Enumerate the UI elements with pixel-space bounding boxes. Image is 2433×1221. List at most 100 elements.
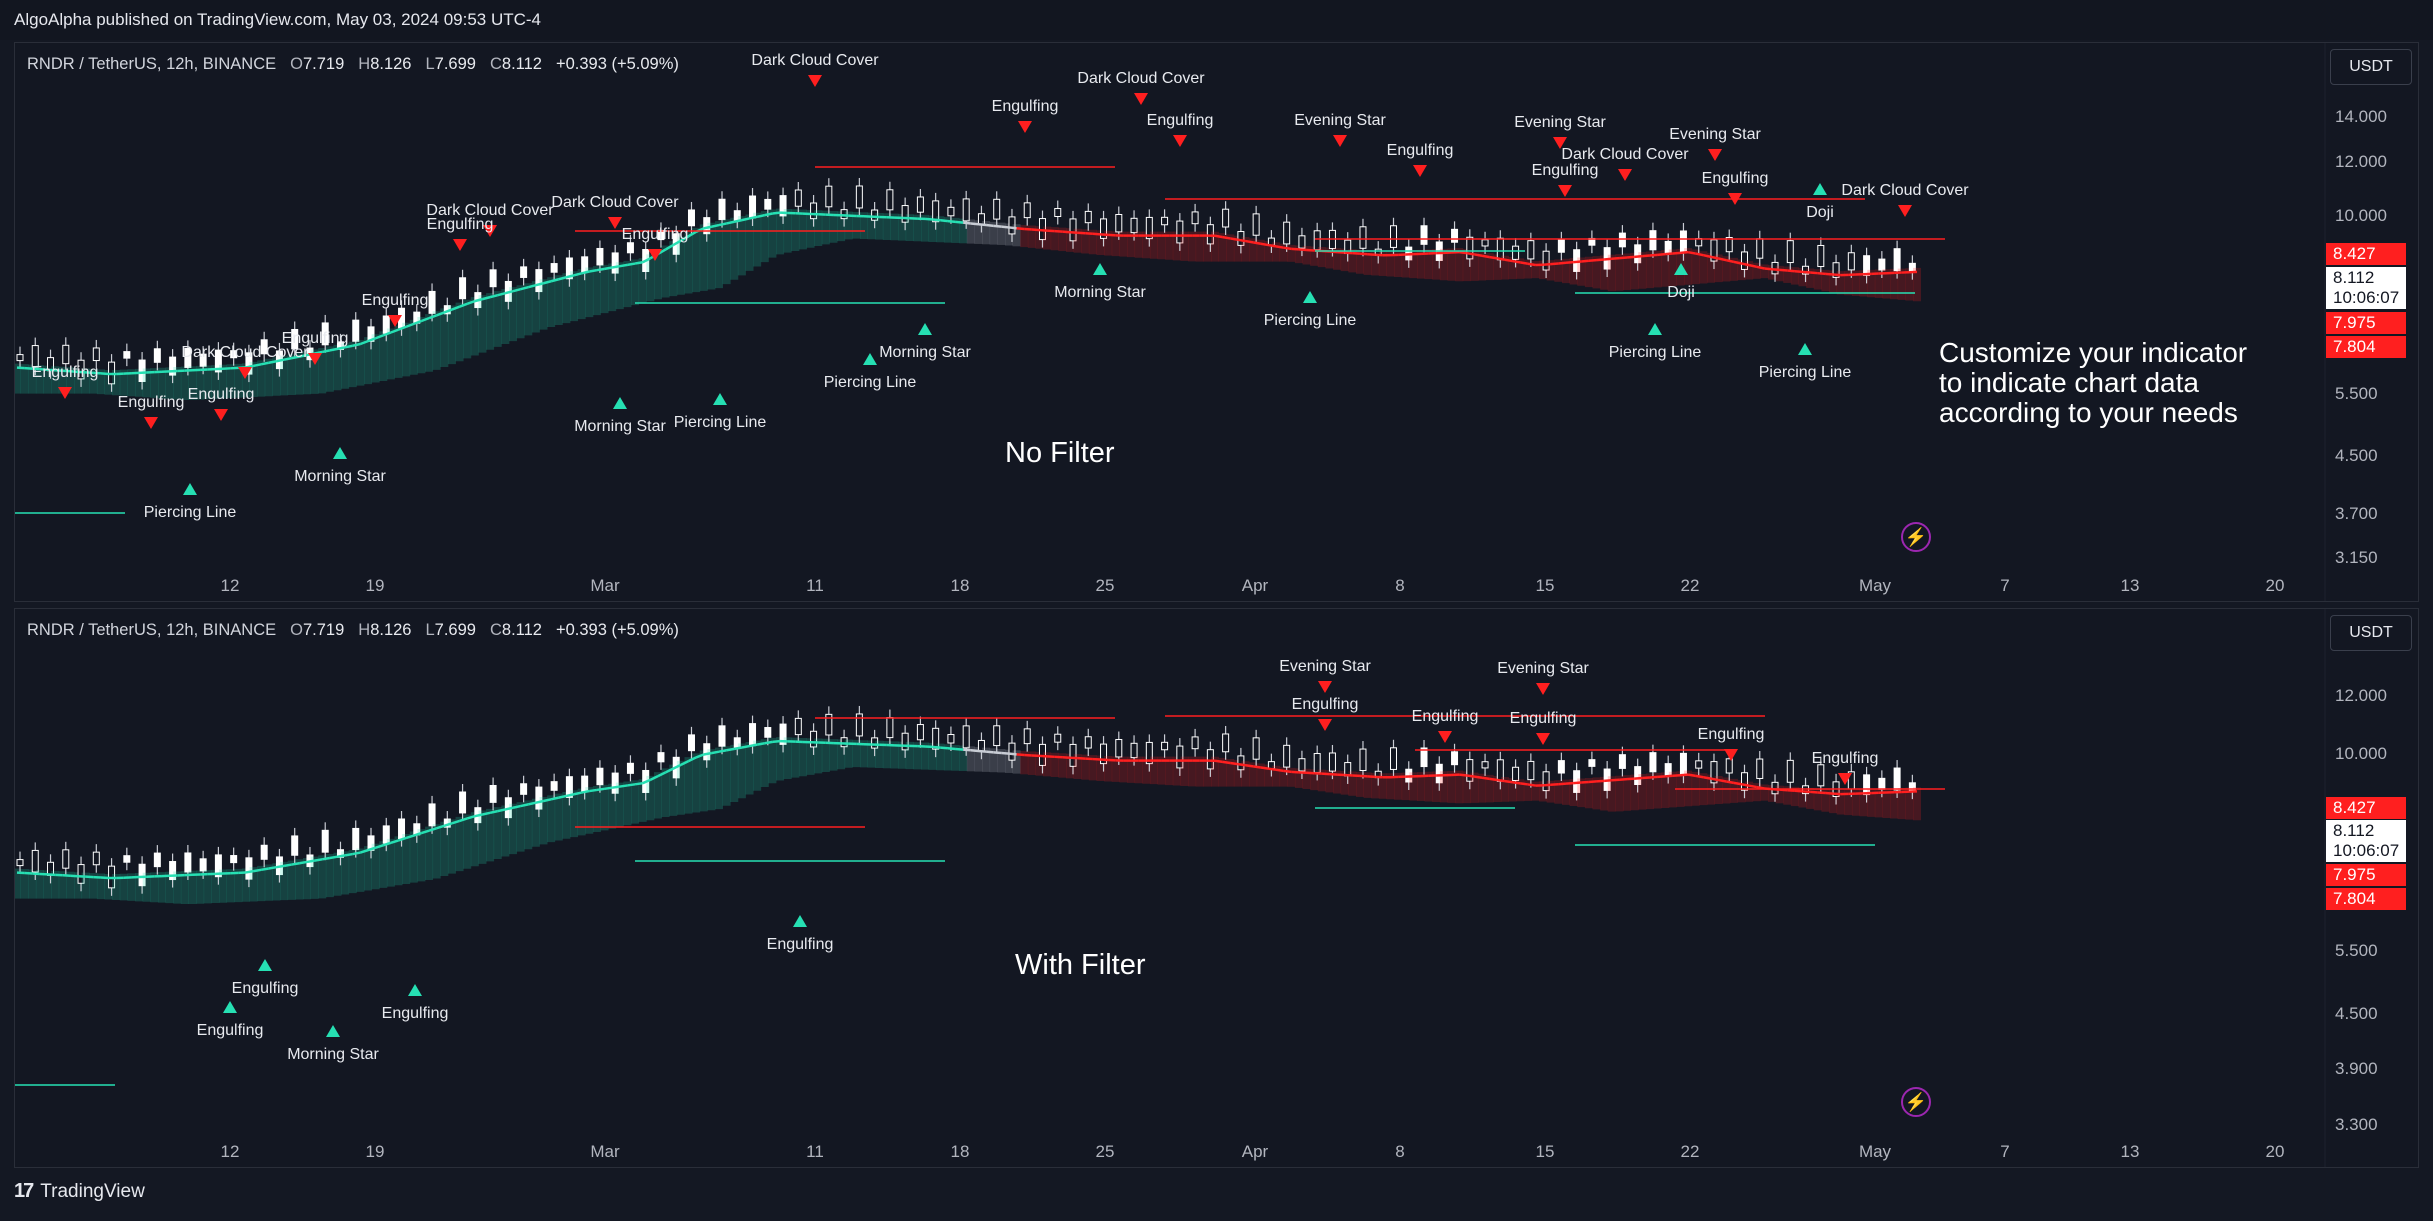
y-tick-label: 4.500 <box>2335 1004 2378 1023</box>
trend-line <box>375 844 384 849</box>
x-tick-label: 8 <box>1395 1142 1404 1161</box>
trend-line <box>276 358 285 363</box>
trend-line <box>1779 788 1788 792</box>
candle <box>321 322 329 346</box>
price-tag-upper <box>2326 243 2406 265</box>
trend-line <box>1092 232 1101 236</box>
x-tick-label: 13 <box>2121 1142 2140 1161</box>
pattern-label: Engulfing <box>767 936 834 953</box>
bearish-arrow-icon <box>388 315 402 327</box>
trend-line <box>596 787 605 792</box>
candle <box>1542 250 1550 271</box>
trend-line <box>1626 777 1635 781</box>
trend-line <box>664 243 674 251</box>
trend-line <box>1604 779 1612 783</box>
trend-line <box>1825 791 1834 795</box>
candle <box>962 198 970 222</box>
candle <box>810 202 818 220</box>
trend-line <box>283 356 292 361</box>
price-tag-lower-text: 7.975 <box>2333 865 2376 884</box>
trend-line <box>1230 237 1239 241</box>
candle <box>1481 239 1489 247</box>
lightning-icon[interactable]: ⚡ <box>1901 522 1931 552</box>
trend-line <box>1100 233 1109 237</box>
trend-line <box>940 746 949 750</box>
candle <box>169 356 177 376</box>
candle <box>1252 213 1260 236</box>
candle <box>1832 262 1840 278</box>
trend-line <box>337 854 346 858</box>
panel-label-with-filter: With Filter <box>1015 949 1146 981</box>
trend-line <box>756 742 766 746</box>
bearish-arrow-icon <box>1413 165 1427 177</box>
candle <box>1786 240 1794 264</box>
bearish-arrow-icon <box>1173 135 1187 147</box>
bullish-arrow-icon <box>1093 263 1107 275</box>
candle <box>1786 759 1794 783</box>
currency-button[interactable]: USDT <box>2330 49 2412 85</box>
x-tick-label: 15 <box>1536 1142 1555 1161</box>
candle <box>1817 244 1825 268</box>
trend-line <box>398 836 407 842</box>
candle <box>92 347 100 362</box>
trend-line <box>1268 243 1277 248</box>
trend-line <box>581 789 590 794</box>
trend-line <box>1245 239 1254 244</box>
candle <box>794 189 802 207</box>
x-tick-label: 25 <box>1096 576 1115 595</box>
chart-panel-with-filter[interactable]: RNDR / TetherUS, 12h, BINANCE O7.719 H8.… <box>14 608 2419 1168</box>
candle <box>459 277 467 300</box>
candle <box>1634 766 1642 785</box>
candle <box>1145 741 1153 765</box>
candle <box>657 752 665 763</box>
tradingview-footer[interactable]: 17 TradingView <box>14 1180 145 1203</box>
x-tick-label: May <box>1859 1142 1892 1161</box>
trend-line <box>947 747 956 751</box>
candle <box>1161 741 1169 751</box>
change-value: +0.393 (+5.09%) <box>555 621 679 639</box>
candle <box>1145 216 1153 240</box>
trend-line <box>382 331 392 337</box>
lightning-icon[interactable]: ⚡ <box>1901 1087 1931 1117</box>
pattern-label: Engulfing <box>118 394 185 411</box>
trend-line <box>993 224 1002 228</box>
candle <box>459 791 467 814</box>
bearish-arrow-icon <box>238 367 252 379</box>
symbol-name[interactable]: RNDR / TetherUS, 12h, BINANCE <box>27 621 277 639</box>
trend-line <box>1565 260 1574 265</box>
candle <box>1206 224 1214 245</box>
price-chart-top[interactable]: 12 19 Mar 11 18 25 Apr 8 15 22 May 7 13 20 14.000 12.00… <box>15 43 2419 602</box>
candle <box>1420 747 1428 768</box>
candle <box>1161 216 1169 226</box>
bearish-arrow-icon <box>58 387 72 399</box>
trend-line <box>1550 262 1559 266</box>
pattern-label: Doji <box>1806 204 1834 221</box>
candle <box>1328 752 1336 772</box>
chart-panel-no-filter[interactable]: RNDR / TetherUS, 12h, BINANCE O7.719 H8.… <box>14 42 2419 602</box>
trend-line <box>642 778 651 785</box>
trend-line <box>703 225 712 230</box>
trend-line <box>375 334 384 340</box>
candle <box>1847 252 1855 271</box>
trend-line <box>1558 261 1567 265</box>
trend-line <box>589 788 598 793</box>
candle <box>1206 749 1214 770</box>
candle <box>825 713 833 736</box>
trend-line <box>1810 790 1818 794</box>
trend-line <box>1802 270 1811 274</box>
currency-button[interactable]: USDT <box>2330 615 2412 651</box>
trend-line <box>283 863 292 868</box>
trend-line <box>428 827 438 832</box>
trend-line <box>1611 778 1620 782</box>
candle <box>1359 226 1367 249</box>
candle <box>367 326 375 342</box>
symbol-name[interactable]: RNDR / TetherUS, 12h, BINANCE <box>27 55 277 73</box>
candle <box>550 781 558 791</box>
candle <box>1618 232 1626 248</box>
x-tick-label: 19 <box>366 576 385 595</box>
trend-line <box>1817 271 1826 276</box>
candle <box>565 776 573 798</box>
x-tick-label: Apr <box>1242 576 1269 595</box>
trend-line <box>85 371 94 375</box>
price-chart-bottom[interactable]: 12 19 Mar 11 18 25 Apr 8 15 22 May 7 13 20 12.000 10.00… <box>15 609 2419 1168</box>
